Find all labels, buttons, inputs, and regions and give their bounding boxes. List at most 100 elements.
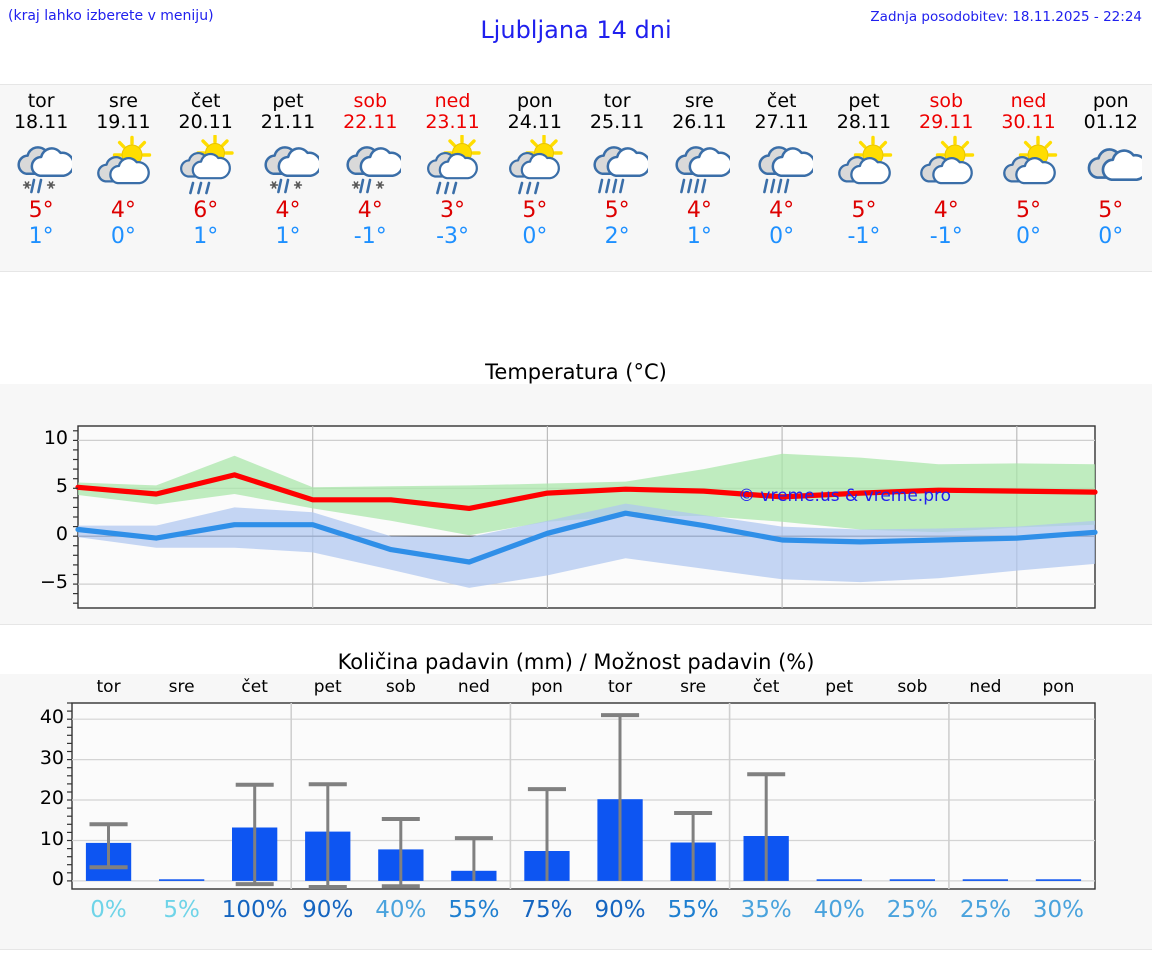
day-temp-min: 1° bbox=[275, 224, 301, 249]
day-temp-min: 1° bbox=[686, 224, 712, 249]
precipitation-bar bbox=[816, 879, 862, 881]
temperature-band bbox=[78, 503, 1095, 588]
cloud-icon bbox=[1087, 148, 1142, 181]
day-temp-min: -1° bbox=[353, 224, 387, 249]
weather-icon-wrap bbox=[494, 134, 576, 198]
precipitation-day-label: pon bbox=[1042, 677, 1075, 697]
last-update-label: Zadnja posodobitev: 18.11.2025 - 22:24 bbox=[870, 9, 1142, 25]
page-header: (kraj lahko izberete v meniju) Ljubljana… bbox=[0, 0, 1152, 60]
weather-icon-wrap bbox=[82, 134, 164, 198]
day-temp-min: 1° bbox=[193, 224, 219, 249]
precipitation-day-label: tor bbox=[96, 677, 121, 697]
location-menu-note[interactable]: (kraj lahko izberete v meniju) bbox=[8, 8, 214, 24]
day-name: sre bbox=[108, 90, 138, 112]
day-temp-max: 4° bbox=[357, 198, 383, 223]
day-temp-max: 4° bbox=[769, 198, 795, 223]
day-name: sob bbox=[929, 90, 964, 112]
temperature-band bbox=[78, 453, 1095, 536]
day-temp-max: 5° bbox=[1016, 198, 1042, 223]
day-column[interactable]: sre 26.11 4° 1° bbox=[658, 85, 740, 271]
day-date: 19.11 bbox=[96, 111, 151, 133]
page-title: Ljubljana 14 dni bbox=[480, 16, 672, 44]
precipitation-probability: 90% bbox=[302, 897, 354, 923]
precipitation-probability: 30% bbox=[1032, 897, 1084, 923]
day-temp-max: 5° bbox=[851, 198, 877, 223]
temperature-y-tick: 5 bbox=[55, 475, 68, 498]
day-column[interactable]: ned 23.11 3° -3° bbox=[411, 85, 493, 271]
precipitation-y-tick: 10 bbox=[39, 827, 64, 850]
day-temp-max: 5° bbox=[1098, 198, 1124, 223]
temperature-line bbox=[75, 510, 1098, 565]
precipitation-day-label: pet bbox=[825, 677, 854, 697]
day-column[interactable]: tor 18.11 5° 1° bbox=[0, 85, 82, 271]
day-column[interactable]: tor 25.11 5° 2° bbox=[576, 85, 658, 271]
precipitation-probability: 40% bbox=[375, 897, 427, 923]
day-date: 24.11 bbox=[507, 111, 563, 133]
precipitation-probability: 25% bbox=[959, 897, 1011, 923]
day-temp-max: 3° bbox=[440, 198, 466, 223]
precipitation-probability: 40% bbox=[813, 897, 865, 923]
day-temp-min: -3° bbox=[436, 224, 470, 249]
daily-forecast-strip: tor 18.11 5° 1° sre 19.11 4° 0° čet 20.11 6° 1° p… bbox=[0, 84, 1152, 272]
precipitation-day-label: sre bbox=[168, 677, 195, 697]
day-name: pon bbox=[516, 90, 553, 112]
weather-icon-wrap bbox=[411, 134, 493, 198]
precipitation-day-label: tor bbox=[608, 677, 633, 697]
precipitation-y-tick: 20 bbox=[39, 787, 64, 809]
day-column[interactable]: ned 30.11 5° 0° bbox=[987, 85, 1069, 271]
day-column[interactable]: čet 20.11 6° 1° bbox=[165, 85, 247, 271]
weather-icon-wrap bbox=[987, 134, 1069, 198]
day-temp-min: 0° bbox=[110, 224, 136, 249]
precipitation-probability: 100% bbox=[221, 897, 288, 923]
cloud-rain-snow-icon bbox=[17, 146, 73, 194]
weather-icon-wrap bbox=[329, 134, 411, 198]
precipitation-probability: 5% bbox=[163, 897, 200, 923]
day-column[interactable]: pet 21.11 4° 1° bbox=[247, 85, 329, 271]
precipitation-day-label: sob bbox=[897, 677, 928, 697]
precipitation-y-tick: 30 bbox=[39, 746, 64, 769]
precipitation-bar bbox=[159, 879, 205, 881]
precipitation-day-label: čet bbox=[241, 677, 268, 697]
temperature-plot-area: 10 5 0 −5 © vreme.us & vreme.pro bbox=[0, 384, 1152, 624]
precipitation-probability: 90% bbox=[594, 897, 646, 923]
day-date: 25.11 bbox=[589, 111, 645, 133]
day-column[interactable]: sre 19.11 4° 0° bbox=[82, 85, 164, 271]
weather-icon-wrap bbox=[576, 134, 658, 198]
cloud-rain-icon bbox=[675, 146, 731, 194]
credit-label: © vreme.us & vreme.pro bbox=[738, 486, 952, 506]
weather-icon-wrap bbox=[658, 134, 740, 198]
precipitation-day-label: čet bbox=[752, 677, 780, 697]
cloud-rain-icon bbox=[758, 146, 813, 194]
precipitation-chart: Količina padavin (mm) / Možnost padavin … bbox=[0, 651, 1152, 950]
day-date: 18.11 bbox=[13, 111, 69, 133]
weather-icon-wrap bbox=[1070, 134, 1152, 198]
precipitation-y-tick: 40 bbox=[39, 706, 64, 729]
sun-cloud-icon bbox=[920, 135, 975, 185]
precipitation-bar bbox=[962, 879, 1008, 881]
day-column[interactable]: sob 29.11 4° -1° bbox=[905, 85, 987, 271]
cloud-rain-snow-icon bbox=[264, 146, 319, 194]
day-name: ned bbox=[434, 90, 471, 112]
day-column[interactable]: sob 22.11 4° -1° bbox=[329, 85, 411, 271]
day-temp-max: 6° bbox=[193, 198, 219, 223]
day-temp-max: 5° bbox=[28, 198, 54, 223]
day-temp-max: 4° bbox=[275, 198, 301, 223]
weather-icon-wrap bbox=[247, 134, 329, 198]
day-name: ned bbox=[1010, 90, 1047, 112]
day-date: 27.11 bbox=[754, 111, 809, 133]
day-name: tor bbox=[603, 90, 631, 112]
precipitation-day-label: pon bbox=[530, 677, 563, 697]
day-date: 22.11 bbox=[343, 111, 398, 133]
day-name: sob bbox=[353, 90, 388, 112]
precipitation-day-label: ned bbox=[457, 677, 490, 697]
day-temp-min: 0° bbox=[522, 224, 548, 249]
day-columns: tor 18.11 5° 1° sre 19.11 4° 0° čet 20.11 6° 1° p… bbox=[0, 85, 1152, 271]
day-name: čet bbox=[190, 90, 221, 112]
day-column[interactable]: pon 01.12 5° 0° bbox=[1070, 85, 1152, 271]
day-temp-min: -1° bbox=[929, 224, 963, 249]
day-temp-max: 4° bbox=[110, 198, 136, 223]
day-column[interactable]: pet 28.11 5° -1° bbox=[823, 85, 905, 271]
day-column[interactable]: čet 27.11 4° 0° bbox=[741, 85, 823, 271]
day-column[interactable]: pon 24.11 5° 0° bbox=[494, 85, 576, 271]
